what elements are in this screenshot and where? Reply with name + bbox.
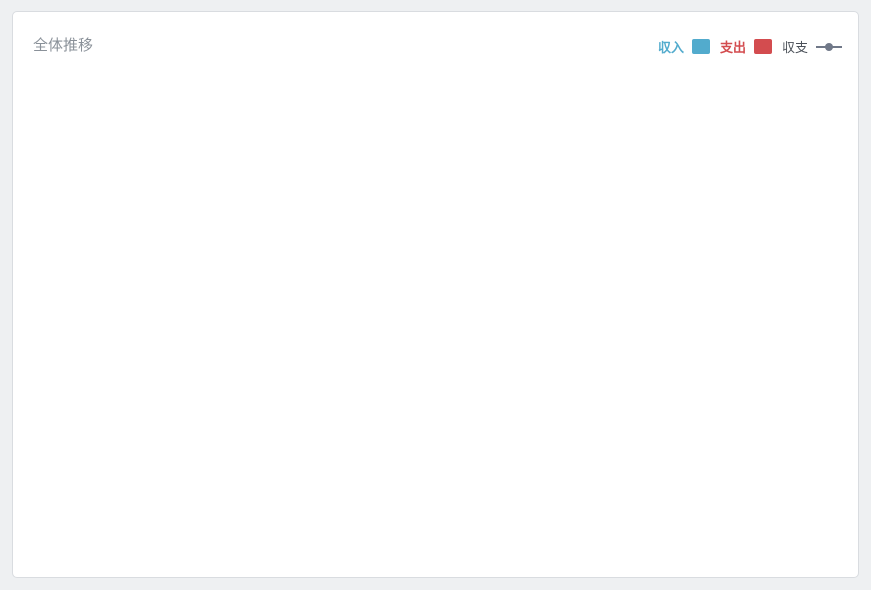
legend-income-label: 収入 xyxy=(657,41,684,56)
legend-item-income[interactable]: 収入 xyxy=(658,37,710,56)
legend-income-swatch xyxy=(691,39,710,54)
legend-expense-swatch xyxy=(753,39,772,54)
card-title: 全体推移 xyxy=(33,36,94,54)
legend-expense-label: 支出 xyxy=(719,41,746,56)
legend: 収入 支出 収支 xyxy=(658,37,842,56)
legend-balance-label: 収支 xyxy=(781,41,808,56)
legend-balance-line-icon xyxy=(816,42,842,52)
chart-card: 全体推移 収入 支出 収支 xyxy=(12,11,859,578)
legend-item-expense[interactable]: 支出 xyxy=(720,37,772,56)
legend-item-balance[interactable]: 収支 xyxy=(782,37,842,56)
